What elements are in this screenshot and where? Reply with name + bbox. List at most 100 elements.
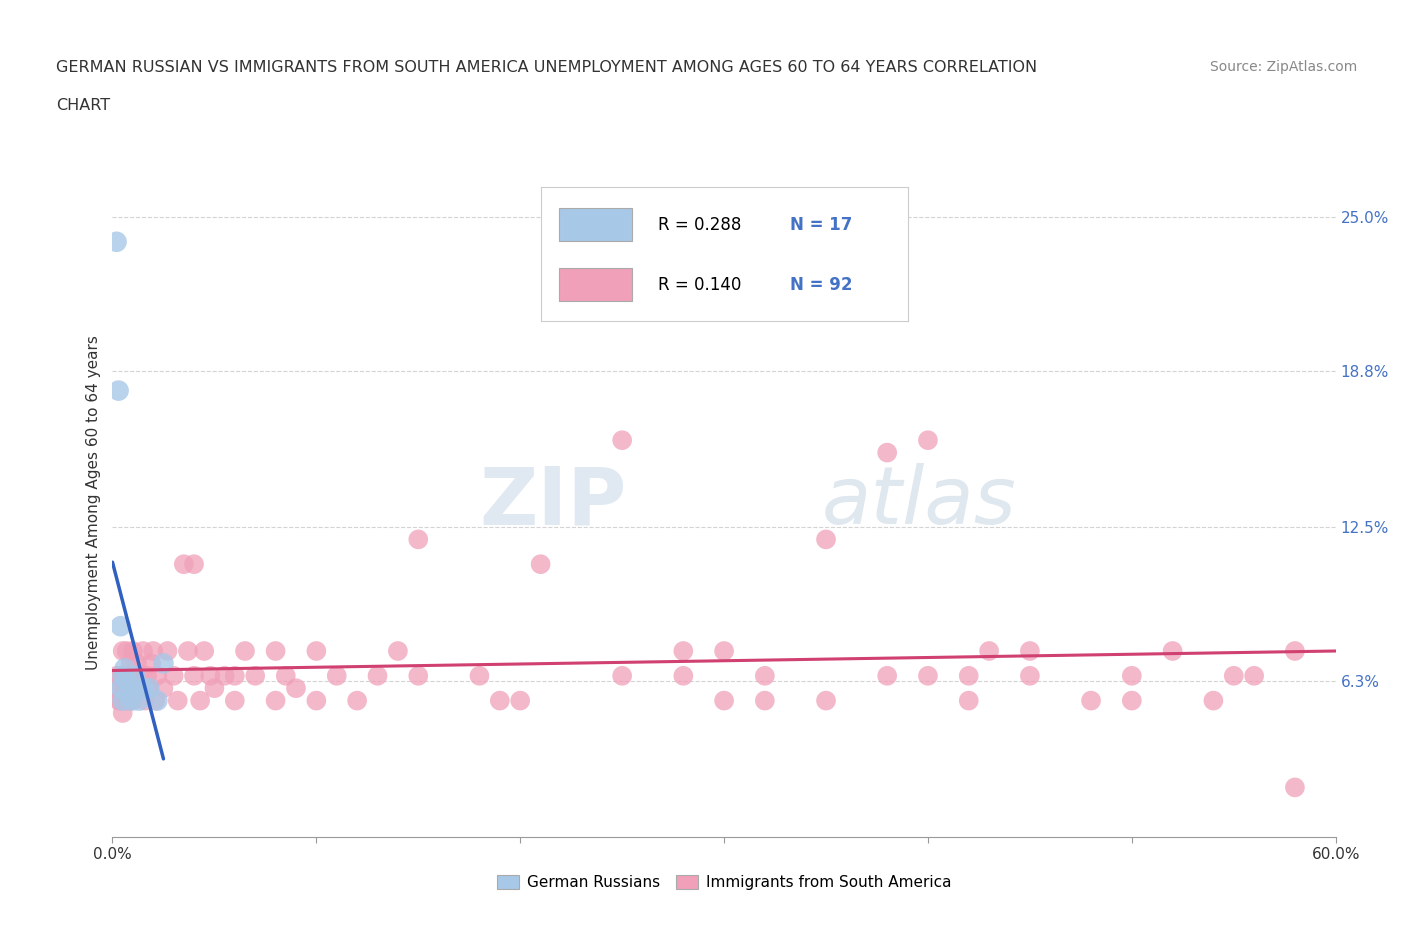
Point — [107, 681, 129, 696]
Point — [122, 644, 145, 658]
Y-axis label: Unemployment Among Ages 60 to 64 years: Unemployment Among Ages 60 to 64 years — [86, 335, 101, 670]
Point — [107, 383, 129, 398]
Point — [957, 693, 980, 708]
Point — [122, 693, 145, 708]
Point — [136, 669, 159, 684]
Point — [876, 445, 898, 460]
Point — [183, 557, 205, 572]
Point — [815, 693, 838, 708]
Point — [156, 644, 179, 658]
Point — [166, 693, 188, 708]
Point — [141, 656, 163, 671]
Point — [124, 681, 146, 696]
Point — [129, 681, 152, 696]
Point — [114, 693, 136, 708]
Point — [408, 532, 430, 547]
Point — [110, 618, 132, 633]
Point — [128, 669, 150, 684]
Point — [146, 669, 169, 684]
Point — [1018, 644, 1040, 658]
Point — [110, 693, 132, 708]
Point — [204, 681, 226, 696]
Point — [110, 669, 132, 684]
Point — [713, 693, 735, 708]
Point — [173, 557, 195, 572]
Point — [114, 661, 136, 676]
Point — [346, 693, 368, 708]
Point — [193, 644, 215, 658]
Point — [233, 644, 256, 658]
Text: ZIP: ZIP — [479, 463, 626, 541]
Point — [132, 644, 155, 658]
Text: GERMAN RUSSIAN VS IMMIGRANTS FROM SOUTH AMERICA UNEMPLOYMENT AMONG AGES 60 TO 64: GERMAN RUSSIAN VS IMMIGRANTS FROM SOUTH … — [56, 60, 1038, 75]
Point — [124, 669, 146, 684]
Point — [111, 644, 134, 658]
Point — [124, 669, 146, 684]
Point — [1243, 669, 1265, 684]
Point — [163, 669, 186, 684]
Point — [672, 669, 695, 684]
Point — [305, 693, 328, 708]
Point — [188, 693, 211, 708]
Point — [610, 432, 633, 447]
Point — [152, 656, 174, 671]
Text: CHART: CHART — [56, 98, 110, 113]
Text: atlas: atlas — [823, 463, 1017, 541]
Point — [138, 681, 160, 696]
Point — [224, 669, 246, 684]
Point — [118, 669, 141, 684]
Point — [1284, 780, 1306, 795]
Point — [264, 644, 287, 658]
Point — [120, 693, 142, 708]
Point — [468, 669, 491, 684]
Point — [305, 644, 328, 658]
Point — [1121, 693, 1143, 708]
Point — [754, 693, 776, 708]
Point — [1223, 669, 1246, 684]
Point — [152, 681, 174, 696]
Point — [754, 669, 776, 684]
Point — [122, 681, 145, 696]
Point — [957, 669, 980, 684]
Point — [284, 681, 308, 696]
Point — [917, 432, 939, 447]
Point — [114, 669, 136, 684]
Point — [1080, 693, 1102, 708]
Point — [610, 669, 633, 684]
Point — [111, 693, 134, 708]
Point — [111, 681, 134, 696]
Point — [110, 681, 132, 696]
Point — [125, 656, 148, 671]
Point — [105, 669, 128, 684]
Point — [138, 681, 160, 696]
Point — [118, 685, 141, 700]
Point — [224, 693, 246, 708]
Point — [107, 693, 129, 708]
Point — [105, 234, 128, 249]
Point — [1018, 669, 1040, 684]
Point — [979, 644, 1001, 658]
Point — [876, 669, 898, 684]
Point — [672, 644, 695, 658]
Point — [815, 532, 838, 547]
Point — [177, 644, 200, 658]
Point — [120, 681, 142, 696]
Point — [509, 693, 531, 708]
Point — [264, 693, 287, 708]
Point — [1202, 693, 1225, 708]
Point — [134, 693, 156, 708]
Point — [132, 681, 155, 696]
Point — [146, 693, 169, 708]
Point — [111, 706, 134, 721]
Point — [214, 669, 236, 684]
Point — [115, 673, 138, 688]
Point — [366, 669, 388, 684]
Point — [143, 693, 166, 708]
Point — [183, 669, 205, 684]
Point — [489, 693, 512, 708]
Point — [917, 669, 939, 684]
Point — [115, 681, 138, 696]
Point — [713, 644, 735, 658]
Point — [245, 669, 267, 684]
Text: Source: ZipAtlas.com: Source: ZipAtlas.com — [1209, 60, 1357, 74]
